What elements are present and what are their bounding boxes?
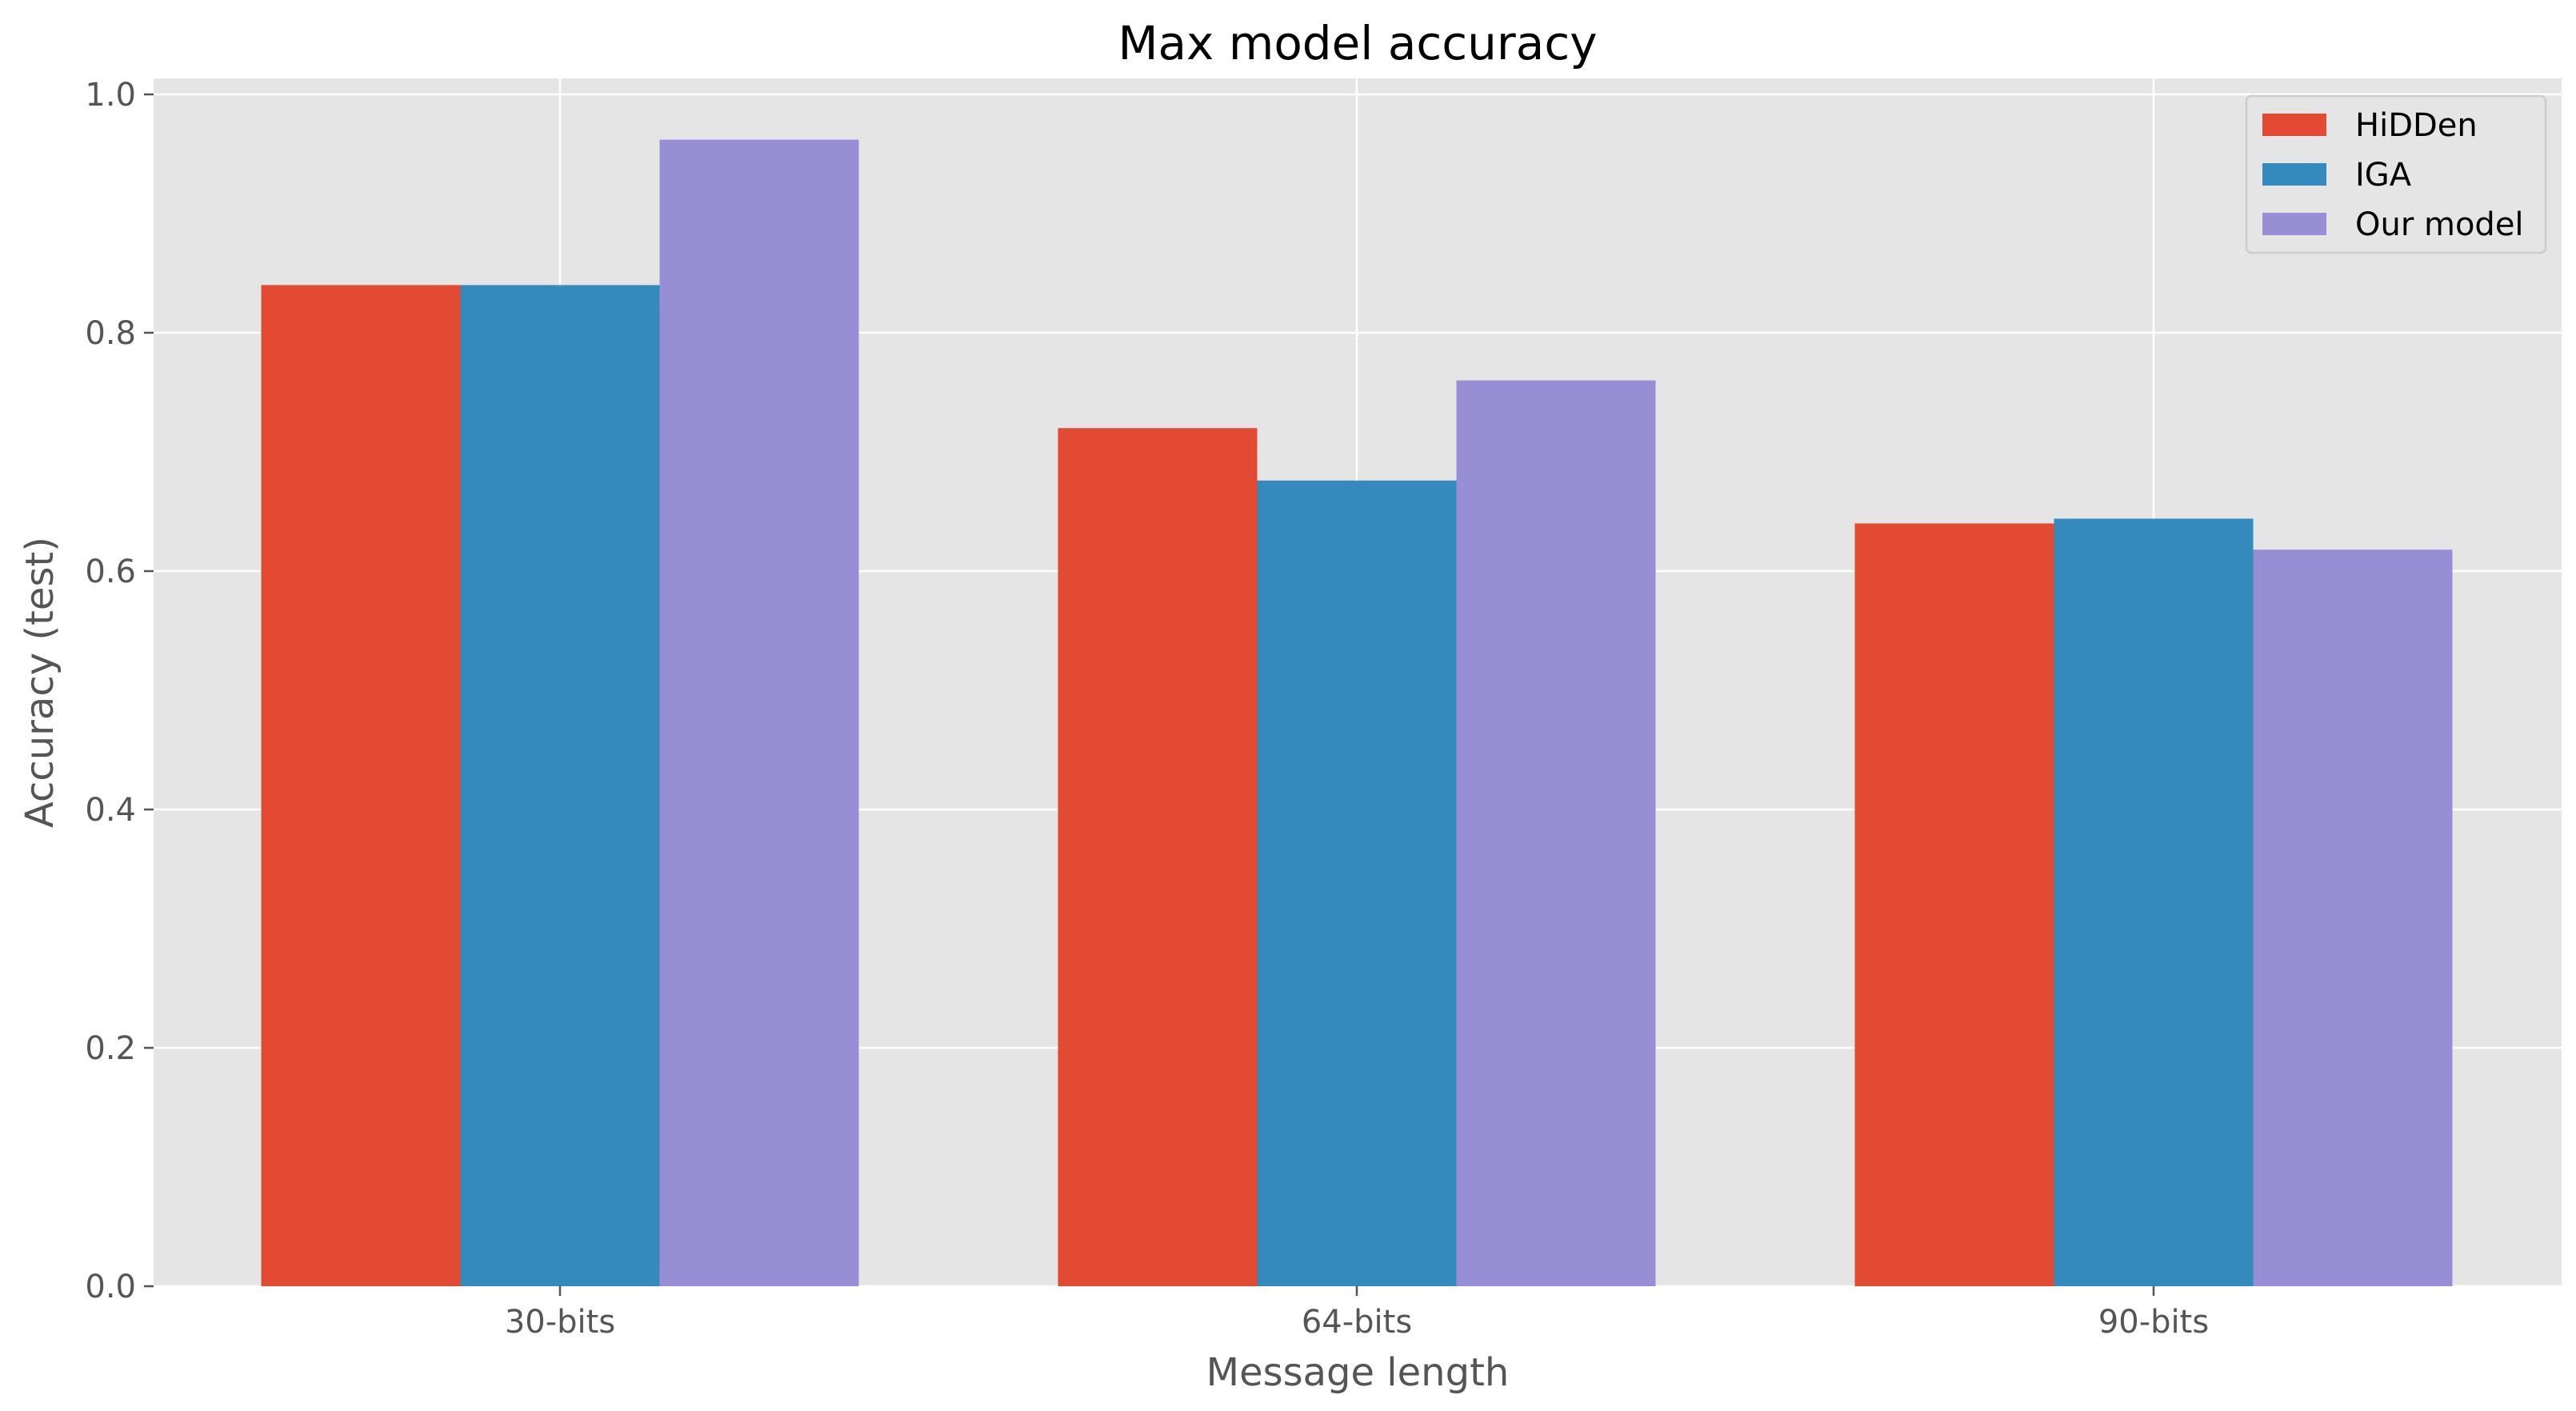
bar-hidden-30-bits [261, 285, 461, 1286]
legend-swatch [2262, 213, 2326, 235]
x-axis-label: Message length [1206, 1350, 1510, 1395]
x-axis-ticks: 30-bits 64-bits 90-bits [505, 1286, 2209, 1341]
legend-swatch [2262, 163, 2326, 186]
y-tick-label: 0.2 [85, 1030, 136, 1067]
x-tick-label: 30-bits [505, 1304, 615, 1341]
bar-our-model-64-bits [1456, 380, 1656, 1287]
x-tick-label: 64-bits [1302, 1304, 1412, 1341]
legend-label: Our model [2355, 206, 2524, 243]
bar-iga-64-bits [1257, 480, 1457, 1286]
bars-group [261, 139, 2453, 1287]
y-tick-label: 1.0 [85, 77, 136, 114]
bar-iga-30-bits [460, 285, 660, 1286]
y-tick-label: 0.6 [85, 554, 136, 590]
chart-title: Max model accuracy [1118, 16, 1597, 70]
bar-our-model-30-bits [659, 139, 859, 1286]
legend-label: HiDDen [2355, 107, 2478, 144]
bar-our-model-90-bits [2253, 550, 2453, 1286]
y-tick-label: 0.0 [85, 1269, 136, 1305]
y-tick-label: 0.8 [85, 315, 136, 352]
legend-label: IGA [2355, 157, 2412, 194]
x-tick-label: 90-bits [2098, 1304, 2209, 1341]
y-axis-ticks: 0.0 0.2 0.4 0.6 0.8 1.0 [85, 77, 154, 1305]
bar-iga-90-bits [2054, 518, 2254, 1286]
bar-hidden-90-bits [1854, 523, 2054, 1286]
y-tick-label: 0.4 [85, 792, 136, 829]
y-axis-label: Accuracy (test) [18, 537, 62, 828]
legend-swatch [2262, 114, 2326, 136]
legend: HiDDen IGA Our model [2245, 94, 2547, 254]
bar-hidden-64-bits [1058, 428, 1258, 1287]
